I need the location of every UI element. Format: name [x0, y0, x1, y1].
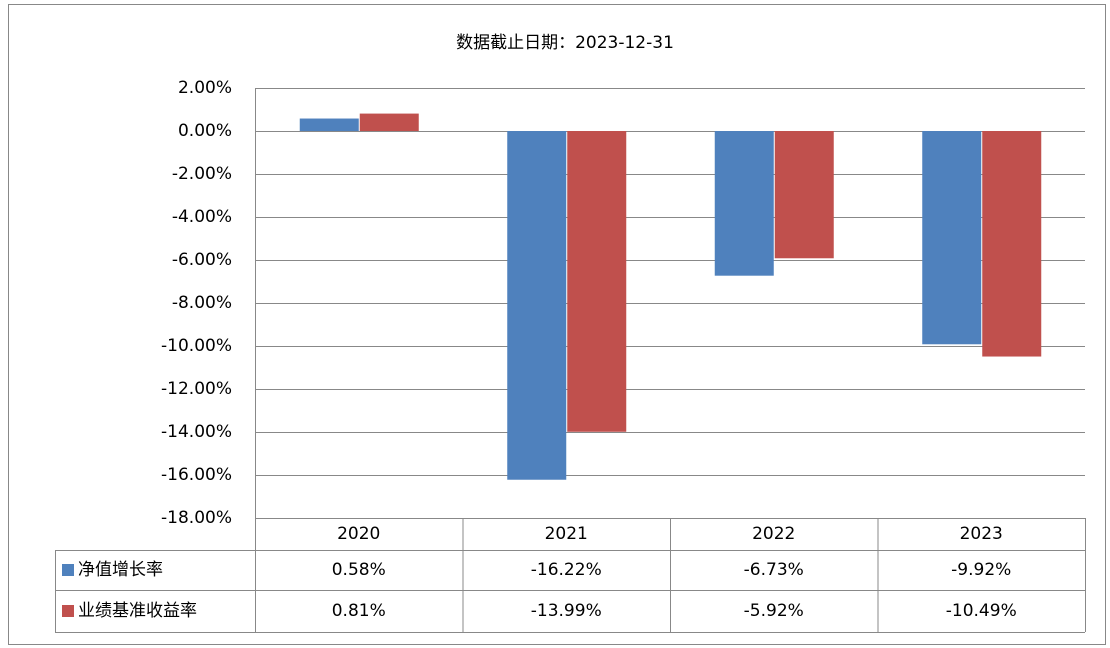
- chart-title: 数据截止日期：2023-12-31: [456, 33, 674, 53]
- bar: [299, 118, 359, 131]
- bar: [359, 113, 419, 131]
- bar: [982, 131, 1042, 357]
- bar: [922, 131, 982, 345]
- x-tick-label: 2020: [337, 524, 380, 544]
- y-tick-label: -12.00%: [161, 379, 232, 399]
- legend-label: 净值增长率: [78, 560, 163, 580]
- x-tick-label: 2021: [545, 524, 588, 544]
- y-tick-label: -2.00%: [172, 164, 232, 184]
- legend-label: 业绩基准收益率: [78, 601, 197, 621]
- y-tick-label: -18.00%: [161, 508, 232, 528]
- y-tick-label: -14.00%: [161, 422, 232, 442]
- bar: [507, 131, 567, 480]
- table-value: -16.22%: [531, 560, 602, 580]
- y-tick-label: -8.00%: [172, 293, 232, 313]
- table-value: -10.49%: [946, 601, 1017, 621]
- bar: [774, 131, 834, 259]
- table-value: -9.92%: [951, 560, 1011, 580]
- x-tick-label: 2023: [960, 524, 1003, 544]
- bar: [714, 131, 774, 276]
- y-tick-label: -10.00%: [161, 336, 232, 356]
- table-value: -6.73%: [744, 560, 804, 580]
- table-value: 0.58%: [332, 560, 386, 580]
- y-tick-label: -16.00%: [161, 465, 232, 485]
- legend-swatch: [62, 564, 74, 576]
- legend-swatch: [62, 605, 74, 617]
- bar: [567, 131, 627, 432]
- y-tick-label: 2.00%: [178, 78, 232, 98]
- table-value: -5.92%: [744, 601, 804, 621]
- table-value: 0.81%: [332, 601, 386, 621]
- y-tick-label: -4.00%: [172, 207, 232, 227]
- y-tick-label: 0.00%: [178, 121, 232, 141]
- y-tick-label: -6.00%: [172, 250, 232, 270]
- x-tick-label: 2022: [752, 524, 795, 544]
- table-value: -13.99%: [531, 601, 602, 621]
